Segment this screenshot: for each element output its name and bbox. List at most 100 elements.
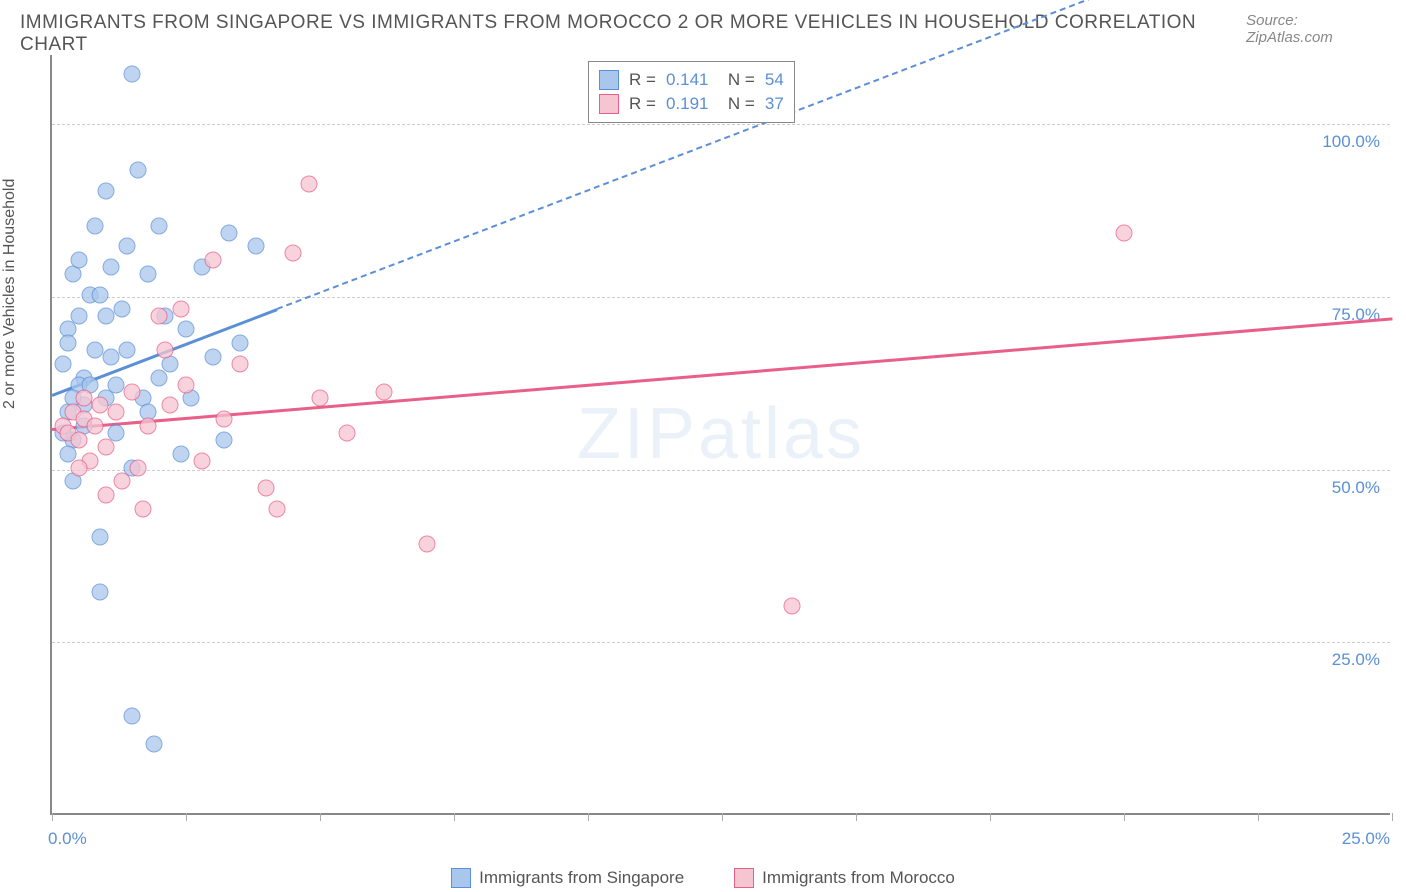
data-point [92, 528, 109, 545]
data-point [231, 355, 248, 372]
data-point [783, 597, 800, 614]
x-tick [722, 813, 723, 821]
trend-line [52, 318, 1392, 432]
stats-swatch [599, 94, 619, 114]
stats-N-value: 37 [765, 94, 784, 114]
data-point [70, 252, 87, 269]
data-point [178, 321, 195, 338]
data-point [194, 452, 211, 469]
data-point [172, 445, 189, 462]
y-axis-label: 2 or more Vehicles in Household [1, 179, 19, 409]
stats-swatch [599, 70, 619, 90]
data-point [92, 583, 109, 600]
data-point [92, 286, 109, 303]
x-tick [320, 813, 321, 821]
gridline [52, 470, 1390, 471]
x-tick [454, 813, 455, 821]
data-point [419, 535, 436, 552]
data-point [156, 342, 173, 359]
watermark: ZIPatlas [577, 393, 865, 475]
stats-R-value: 0.141 [666, 70, 709, 90]
data-point [215, 431, 232, 448]
data-point [97, 438, 114, 455]
x-tick [588, 813, 589, 821]
data-point [204, 252, 221, 269]
data-point [151, 217, 168, 234]
data-point [247, 238, 264, 255]
x-tick [1392, 813, 1393, 821]
stats-row: R = 0.191 N = 37 [599, 92, 784, 116]
data-point [376, 383, 393, 400]
y-tick-label: 100.0% [1322, 132, 1380, 152]
data-point [113, 473, 130, 490]
data-point [151, 307, 168, 324]
data-point [312, 390, 329, 407]
data-point [285, 245, 302, 262]
data-point [102, 349, 119, 366]
gridline [52, 642, 1390, 643]
data-point [124, 708, 141, 725]
gridline [52, 297, 1390, 298]
data-point [215, 411, 232, 428]
legend-item-morocco: Immigrants from Morocco [734, 868, 955, 888]
x-tick-label: 25.0% [1342, 829, 1390, 849]
stats-box: R = 0.141 N = 54 R = 0.191 N = 37 [588, 61, 795, 123]
chart-title: IMMIGRANTS FROM SINGAPORE VS IMMIGRANTS … [20, 12, 1246, 56]
data-point [231, 335, 248, 352]
stats-N-label: N = [718, 70, 754, 90]
stats-R-label: R = [629, 70, 656, 90]
stats-R-value: 0.191 [666, 94, 709, 114]
data-point [76, 390, 93, 407]
legend-swatch-blue [451, 868, 471, 888]
data-point [124, 65, 141, 82]
data-point [269, 501, 286, 518]
data-point [108, 376, 125, 393]
data-point [178, 376, 195, 393]
x-tick [1124, 813, 1125, 821]
x-tick [186, 813, 187, 821]
data-point [108, 404, 125, 421]
legend-swatch-pink [734, 868, 754, 888]
stats-row: R = 0.141 N = 54 [599, 68, 784, 92]
data-point [60, 335, 77, 352]
data-point [102, 259, 119, 276]
data-point [151, 369, 168, 386]
data-point [220, 224, 237, 241]
data-point [119, 238, 136, 255]
data-point [86, 418, 103, 435]
data-point [258, 480, 275, 497]
legend-label: Immigrants from Morocco [762, 868, 955, 888]
data-point [113, 300, 130, 317]
data-point [338, 425, 355, 442]
data-point [204, 349, 221, 366]
bottom-legend: Immigrants from Singapore Immigrants fro… [0, 868, 1406, 888]
stats-N-value: 54 [765, 70, 784, 90]
data-point [86, 342, 103, 359]
stats-N-label: N = [718, 94, 754, 114]
data-point [70, 431, 87, 448]
data-point [172, 300, 189, 317]
data-point [70, 459, 87, 476]
data-point [97, 307, 114, 324]
data-point [129, 162, 146, 179]
data-point [129, 459, 146, 476]
data-point [119, 342, 136, 359]
data-point [135, 501, 152, 518]
stats-R-label: R = [629, 94, 656, 114]
gridline [52, 124, 1390, 125]
data-point [97, 183, 114, 200]
x-tick [1258, 813, 1259, 821]
scatter-plot: ZIPatlas 25.0%50.0%75.0%100.0%0.0%25.0%R… [50, 55, 1390, 815]
data-point [92, 397, 109, 414]
source-attribution: Source: ZipAtlas.com [1246, 12, 1386, 46]
data-point [70, 307, 87, 324]
legend-label: Immigrants from Singapore [479, 868, 684, 888]
data-point [161, 397, 178, 414]
x-tick-label: 0.0% [48, 829, 87, 849]
data-point [97, 487, 114, 504]
data-point [145, 735, 162, 752]
data-point [86, 217, 103, 234]
data-point [301, 176, 318, 193]
y-tick-label: 50.0% [1332, 478, 1380, 498]
data-point [1116, 224, 1133, 241]
